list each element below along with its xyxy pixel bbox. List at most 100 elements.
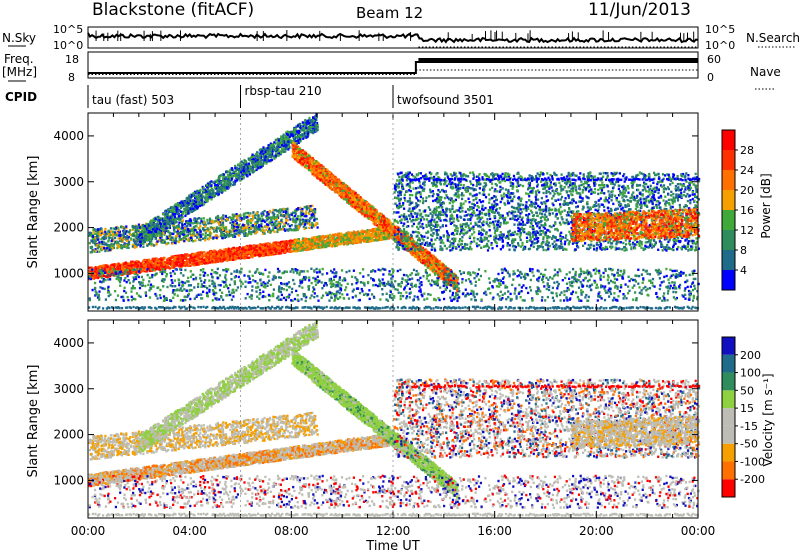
power-cell <box>180 238 182 240</box>
power-cell <box>214 181 216 183</box>
power-cell <box>101 228 103 230</box>
power-cell <box>269 254 271 256</box>
power-cell <box>299 221 301 223</box>
power-cell <box>374 239 376 241</box>
power-cell <box>213 259 215 261</box>
power-cell <box>308 248 310 250</box>
power-cell <box>267 242 269 244</box>
power-cell <box>236 252 238 254</box>
power-cell <box>242 224 244 226</box>
power-cell <box>262 255 264 257</box>
power-cell <box>215 255 217 257</box>
power-cell <box>222 253 224 255</box>
power-cell <box>227 233 229 235</box>
power-cell <box>169 232 171 234</box>
power-cell <box>238 257 240 259</box>
power-cell <box>256 249 258 251</box>
power-cell <box>334 238 336 240</box>
power-cell <box>272 247 274 249</box>
power-cell <box>166 264 168 266</box>
power-cell <box>314 242 316 244</box>
power-cell <box>268 213 270 215</box>
power-cell <box>250 227 252 229</box>
power-cell <box>302 237 304 239</box>
power-cell <box>293 247 295 249</box>
power-cell <box>102 233 104 235</box>
power-cell <box>205 262 207 264</box>
power-cell <box>270 230 272 232</box>
power-cell <box>103 242 105 244</box>
power-cell <box>158 239 160 241</box>
power-cell <box>171 215 173 217</box>
power-cell <box>221 250 223 252</box>
power-cell <box>222 229 224 231</box>
power-cell <box>164 241 166 243</box>
power-cell <box>181 257 183 259</box>
power-cell <box>250 222 252 224</box>
beam-label: Beam 12 <box>356 4 423 22</box>
power-cell <box>95 268 97 270</box>
power-cell <box>291 214 293 216</box>
power-cell <box>108 237 110 239</box>
power-cell <box>312 224 314 226</box>
power-cell <box>232 217 234 219</box>
power-cell <box>182 227 184 229</box>
power-cell <box>120 240 122 242</box>
power-cell <box>221 237 223 239</box>
power-cell <box>327 245 329 247</box>
power-cell <box>247 221 249 223</box>
power-cell <box>182 230 184 232</box>
power-cell <box>334 245 336 247</box>
power-cell <box>281 249 283 251</box>
cpid-segment-label: rbsp-tau 210 <box>245 84 322 98</box>
power-cell <box>286 229 288 231</box>
power-cell <box>198 217 200 219</box>
power-cell <box>100 234 102 236</box>
nsky-line <box>88 33 698 42</box>
power-cell <box>184 215 186 217</box>
power-cell <box>95 232 97 234</box>
power-cell <box>354 231 356 233</box>
power-cell <box>342 237 344 239</box>
search-axis-bottom: 10^0 <box>705 39 735 52</box>
power-cell <box>203 203 205 205</box>
power-cell <box>123 227 125 229</box>
power-cell <box>274 222 276 224</box>
power-cell <box>203 217 205 219</box>
power-cell <box>104 228 106 230</box>
sky-panel: N.Sky 10^5 10^0 10^5 10^0 N.Search <box>2 23 800 52</box>
power-cell <box>210 251 212 253</box>
power-cell <box>119 264 121 266</box>
power-cell <box>274 244 276 246</box>
power-cell <box>213 236 215 238</box>
power-cell <box>358 233 360 235</box>
power-cell <box>306 248 308 250</box>
power-cell <box>193 259 195 261</box>
power-cell <box>150 240 152 242</box>
power-cell <box>285 219 287 221</box>
power-cell <box>116 232 118 234</box>
power-cell <box>271 223 273 225</box>
power-cell <box>231 167 233 169</box>
power-cell <box>185 254 187 256</box>
power-cell <box>223 258 225 260</box>
power-cell <box>189 218 191 220</box>
power-cell <box>137 264 139 266</box>
power-cell <box>175 240 177 242</box>
power-cell <box>152 264 154 266</box>
power-cell <box>227 257 229 259</box>
power-cell <box>213 227 215 229</box>
power-cell <box>133 234 135 236</box>
power-cell <box>361 237 363 239</box>
power-cell <box>216 258 218 260</box>
power-cell <box>353 238 355 240</box>
power-cell <box>200 218 202 220</box>
power-cell <box>117 237 119 239</box>
power-cell <box>120 225 122 227</box>
power-cell <box>388 237 390 239</box>
power-cell <box>179 254 181 256</box>
power-cell <box>295 219 297 221</box>
power-cell <box>268 247 270 249</box>
power-cell <box>94 240 96 242</box>
